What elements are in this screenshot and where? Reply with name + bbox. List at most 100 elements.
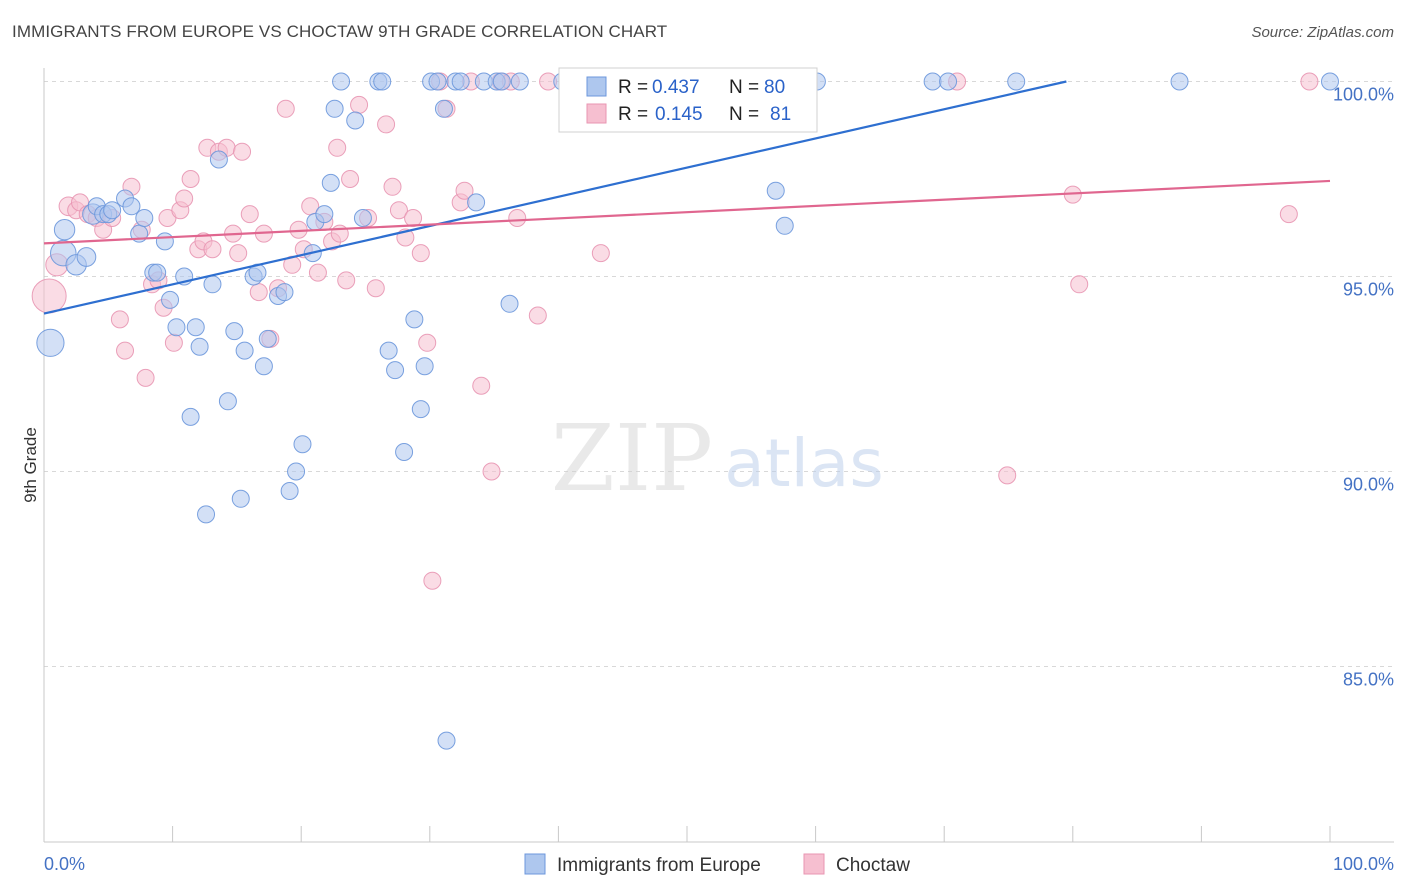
europe-point xyxy=(492,72,511,91)
choctaw-point xyxy=(455,181,474,200)
europe-point xyxy=(1170,72,1189,91)
bottom-legend-swatch-choctaw xyxy=(803,853,825,875)
europe-point xyxy=(197,505,216,524)
legend-blue-r-label: R = xyxy=(618,77,648,98)
europe-point xyxy=(321,173,340,192)
europe-point xyxy=(218,392,237,411)
europe-point xyxy=(451,72,470,91)
y-tick-labels: 85.0% 90.0% 95.0% 100.0% xyxy=(1333,85,1394,690)
europe-point xyxy=(373,72,392,91)
europe-point xyxy=(231,489,250,508)
legend-pink-r-value: 0.145 xyxy=(655,104,703,125)
europe-point xyxy=(766,181,785,200)
y-axis-title: 9th Grade xyxy=(21,427,40,503)
europe-point xyxy=(315,205,334,224)
series-europe-points xyxy=(36,72,1339,750)
choctaw-point xyxy=(229,244,248,263)
y-tick-label: 90.0% xyxy=(1343,475,1394,495)
legend-pink-n-value: 81 xyxy=(770,104,791,125)
choctaw-point xyxy=(418,333,437,352)
choctaw-point xyxy=(249,283,268,302)
europe-point xyxy=(254,357,273,376)
y-tick-label: 85.0% xyxy=(1343,670,1394,690)
grid-lines xyxy=(44,81,1394,667)
europe-point xyxy=(76,247,97,267)
europe-point xyxy=(434,99,453,118)
europe-point xyxy=(939,72,958,91)
stats-legend: R = 0.437 N = 80 R = 0.145 N = 81 xyxy=(558,67,818,133)
europe-point xyxy=(148,263,167,282)
europe-point xyxy=(411,400,430,419)
europe-point xyxy=(181,407,200,426)
choctaw-point xyxy=(341,170,360,188)
choctaw-point xyxy=(31,278,67,314)
choctaw-point xyxy=(998,466,1017,485)
europe-point xyxy=(203,275,222,294)
bottom-legend-label-europe: Immigrants from Europe xyxy=(557,855,761,876)
choctaw-point xyxy=(482,462,501,481)
europe-point xyxy=(437,731,456,750)
axes xyxy=(43,68,1394,843)
legend-blue-n-value: 80 xyxy=(764,77,785,98)
europe-point xyxy=(280,482,299,500)
x-tick-label-max: 100.0% xyxy=(1333,854,1394,874)
choctaw-point xyxy=(308,263,327,282)
choctaw-point xyxy=(350,95,369,114)
bottom-legend-label-choctaw: Choctaw xyxy=(836,855,910,876)
choctaw-point xyxy=(366,279,385,298)
choctaw-point xyxy=(136,368,155,387)
europe-point xyxy=(167,318,186,337)
europe-point xyxy=(155,232,174,251)
europe-point xyxy=(275,283,294,302)
legend-swatch-blue xyxy=(586,76,607,97)
europe-point xyxy=(122,197,141,216)
choctaw-point xyxy=(383,177,402,196)
y-tick-label: 95.0% xyxy=(1343,280,1394,300)
chart-source: Source: ZipAtlas.com xyxy=(1251,24,1394,41)
europe-point xyxy=(258,329,277,348)
europe-point xyxy=(386,361,405,380)
choctaw-point xyxy=(591,244,610,263)
europe-point xyxy=(346,111,365,130)
europe-point xyxy=(923,72,942,91)
choctaw-point xyxy=(276,99,295,118)
europe-point xyxy=(332,72,351,91)
choctaw-point xyxy=(328,138,347,157)
europe-point xyxy=(775,216,794,235)
choctaw-point xyxy=(110,310,129,329)
choctaw-point xyxy=(181,170,200,188)
europe-point xyxy=(186,318,205,337)
europe-point xyxy=(467,193,486,212)
chart-title: IMMIGRANTS FROM EUROPE VS CHOCTAW 9TH GR… xyxy=(12,22,668,41)
choctaw-point xyxy=(528,306,547,325)
choctaw-point xyxy=(240,205,259,224)
europe-point xyxy=(510,72,529,91)
choctaw-point xyxy=(116,341,135,360)
europe-point xyxy=(500,294,519,313)
legend-swatch-pink xyxy=(586,103,607,124)
europe-trend-line xyxy=(43,80,1067,315)
europe-point xyxy=(379,341,398,360)
choctaw-point xyxy=(233,142,252,161)
x-tick-label-min: 0.0% xyxy=(44,854,85,874)
series-legend: Immigrants from Europe Choctaw xyxy=(524,853,910,876)
choctaw-point xyxy=(423,571,442,590)
watermark-atlas: atlas xyxy=(724,425,884,502)
legend-pink-r-label: R = xyxy=(618,104,648,125)
choctaw-point xyxy=(1300,72,1319,91)
europe-point xyxy=(428,72,447,91)
europe-point xyxy=(325,99,344,118)
legend-pink-n-label: N = xyxy=(729,104,759,125)
choctaw-point xyxy=(508,209,527,227)
choctaw-point xyxy=(175,189,194,208)
choctaw-point xyxy=(164,333,183,352)
choctaw-point xyxy=(472,376,491,395)
choctaw-trend-line xyxy=(43,179,1331,245)
x-tick-labels: 0.0% 100.0% xyxy=(44,854,1394,874)
europe-point xyxy=(36,328,65,357)
choctaw-point xyxy=(337,271,356,290)
europe-point xyxy=(405,310,424,329)
europe-point xyxy=(135,209,154,227)
europe-point xyxy=(287,462,306,481)
